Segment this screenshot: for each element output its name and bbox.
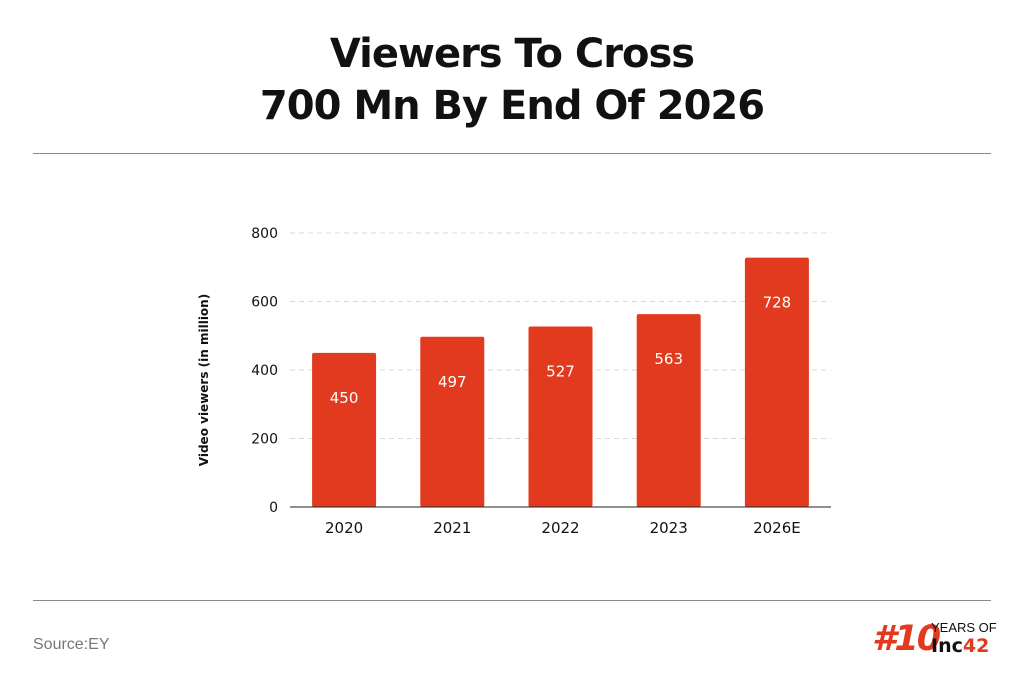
x-tick-label: 2022 xyxy=(541,519,579,537)
y-axis-ticks: 0 200 400 600 800 xyxy=(251,226,278,516)
bar-value-label: 563 xyxy=(654,350,683,368)
bottom-divider xyxy=(33,600,991,601)
y-tick-label: 400 xyxy=(251,363,278,379)
chart-title-line-1: Viewers To Cross xyxy=(329,31,695,77)
top-divider xyxy=(33,153,991,154)
x-tick-label: 2020 xyxy=(325,519,363,537)
x-tick-label: 2021 xyxy=(433,519,471,537)
source-note: Source:EY xyxy=(33,636,110,653)
inc42-logo: #10 YEARS OF Inc42 xyxy=(872,618,997,660)
bar xyxy=(744,257,809,507)
bar-value-label: 728 xyxy=(763,294,792,312)
y-tick-label: 0 xyxy=(269,500,278,516)
logo-brand-text: Inc xyxy=(931,635,963,657)
bar xyxy=(528,326,593,507)
bar-value-label: 527 xyxy=(546,363,575,381)
bar-value-label: 497 xyxy=(438,373,467,391)
bars xyxy=(312,257,809,507)
chart-title-line-2: 700 Mn By End Of 2026 xyxy=(259,83,765,129)
bar xyxy=(636,314,701,507)
x-axis-ticks: 2020 2021 2022 2023 2026E xyxy=(325,519,801,537)
bar xyxy=(312,352,377,507)
data-labels: 450 497 527 563 728 xyxy=(330,294,791,407)
logo-brand-number: 42 xyxy=(962,635,990,657)
y-tick-label: 800 xyxy=(251,226,278,242)
y-tick-label: 200 xyxy=(251,432,278,448)
logo-hash-ten: #10 xyxy=(872,619,941,659)
logo-brand: Inc42 xyxy=(931,635,989,657)
bar-value-label: 450 xyxy=(330,389,359,407)
x-tick-label: 2026E xyxy=(753,519,801,537)
x-tick-label: 2023 xyxy=(650,519,688,537)
y-axis-title: Video viewers (in million) xyxy=(197,294,211,466)
logo-years-of: YEARS OF xyxy=(931,620,997,635)
chart-title: Viewers To Cross 700 Mn By End Of 2026 xyxy=(0,28,1024,132)
bar xyxy=(420,336,485,507)
y-tick-label: 600 xyxy=(251,295,278,311)
